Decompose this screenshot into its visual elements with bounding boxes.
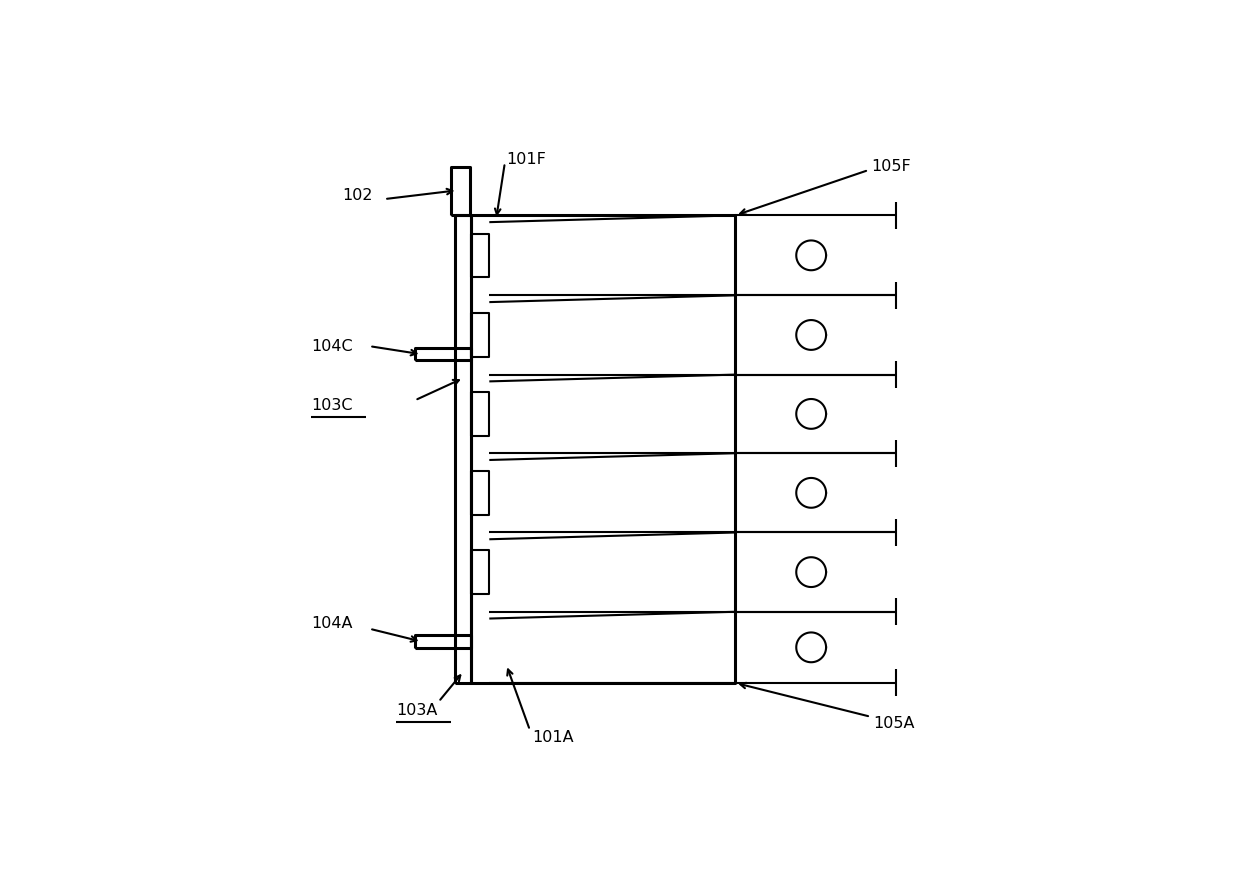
Text: 105A: 105A (872, 716, 914, 731)
Text: 101F: 101F (507, 152, 546, 167)
Text: 105F: 105F (871, 159, 911, 174)
Text: 102: 102 (342, 187, 373, 202)
Text: 104C: 104C (311, 339, 353, 354)
Text: 103C: 103C (311, 398, 353, 413)
Text: 103A: 103A (396, 702, 437, 717)
Text: 104A: 104A (311, 617, 353, 632)
Text: 101A: 101A (532, 730, 574, 744)
